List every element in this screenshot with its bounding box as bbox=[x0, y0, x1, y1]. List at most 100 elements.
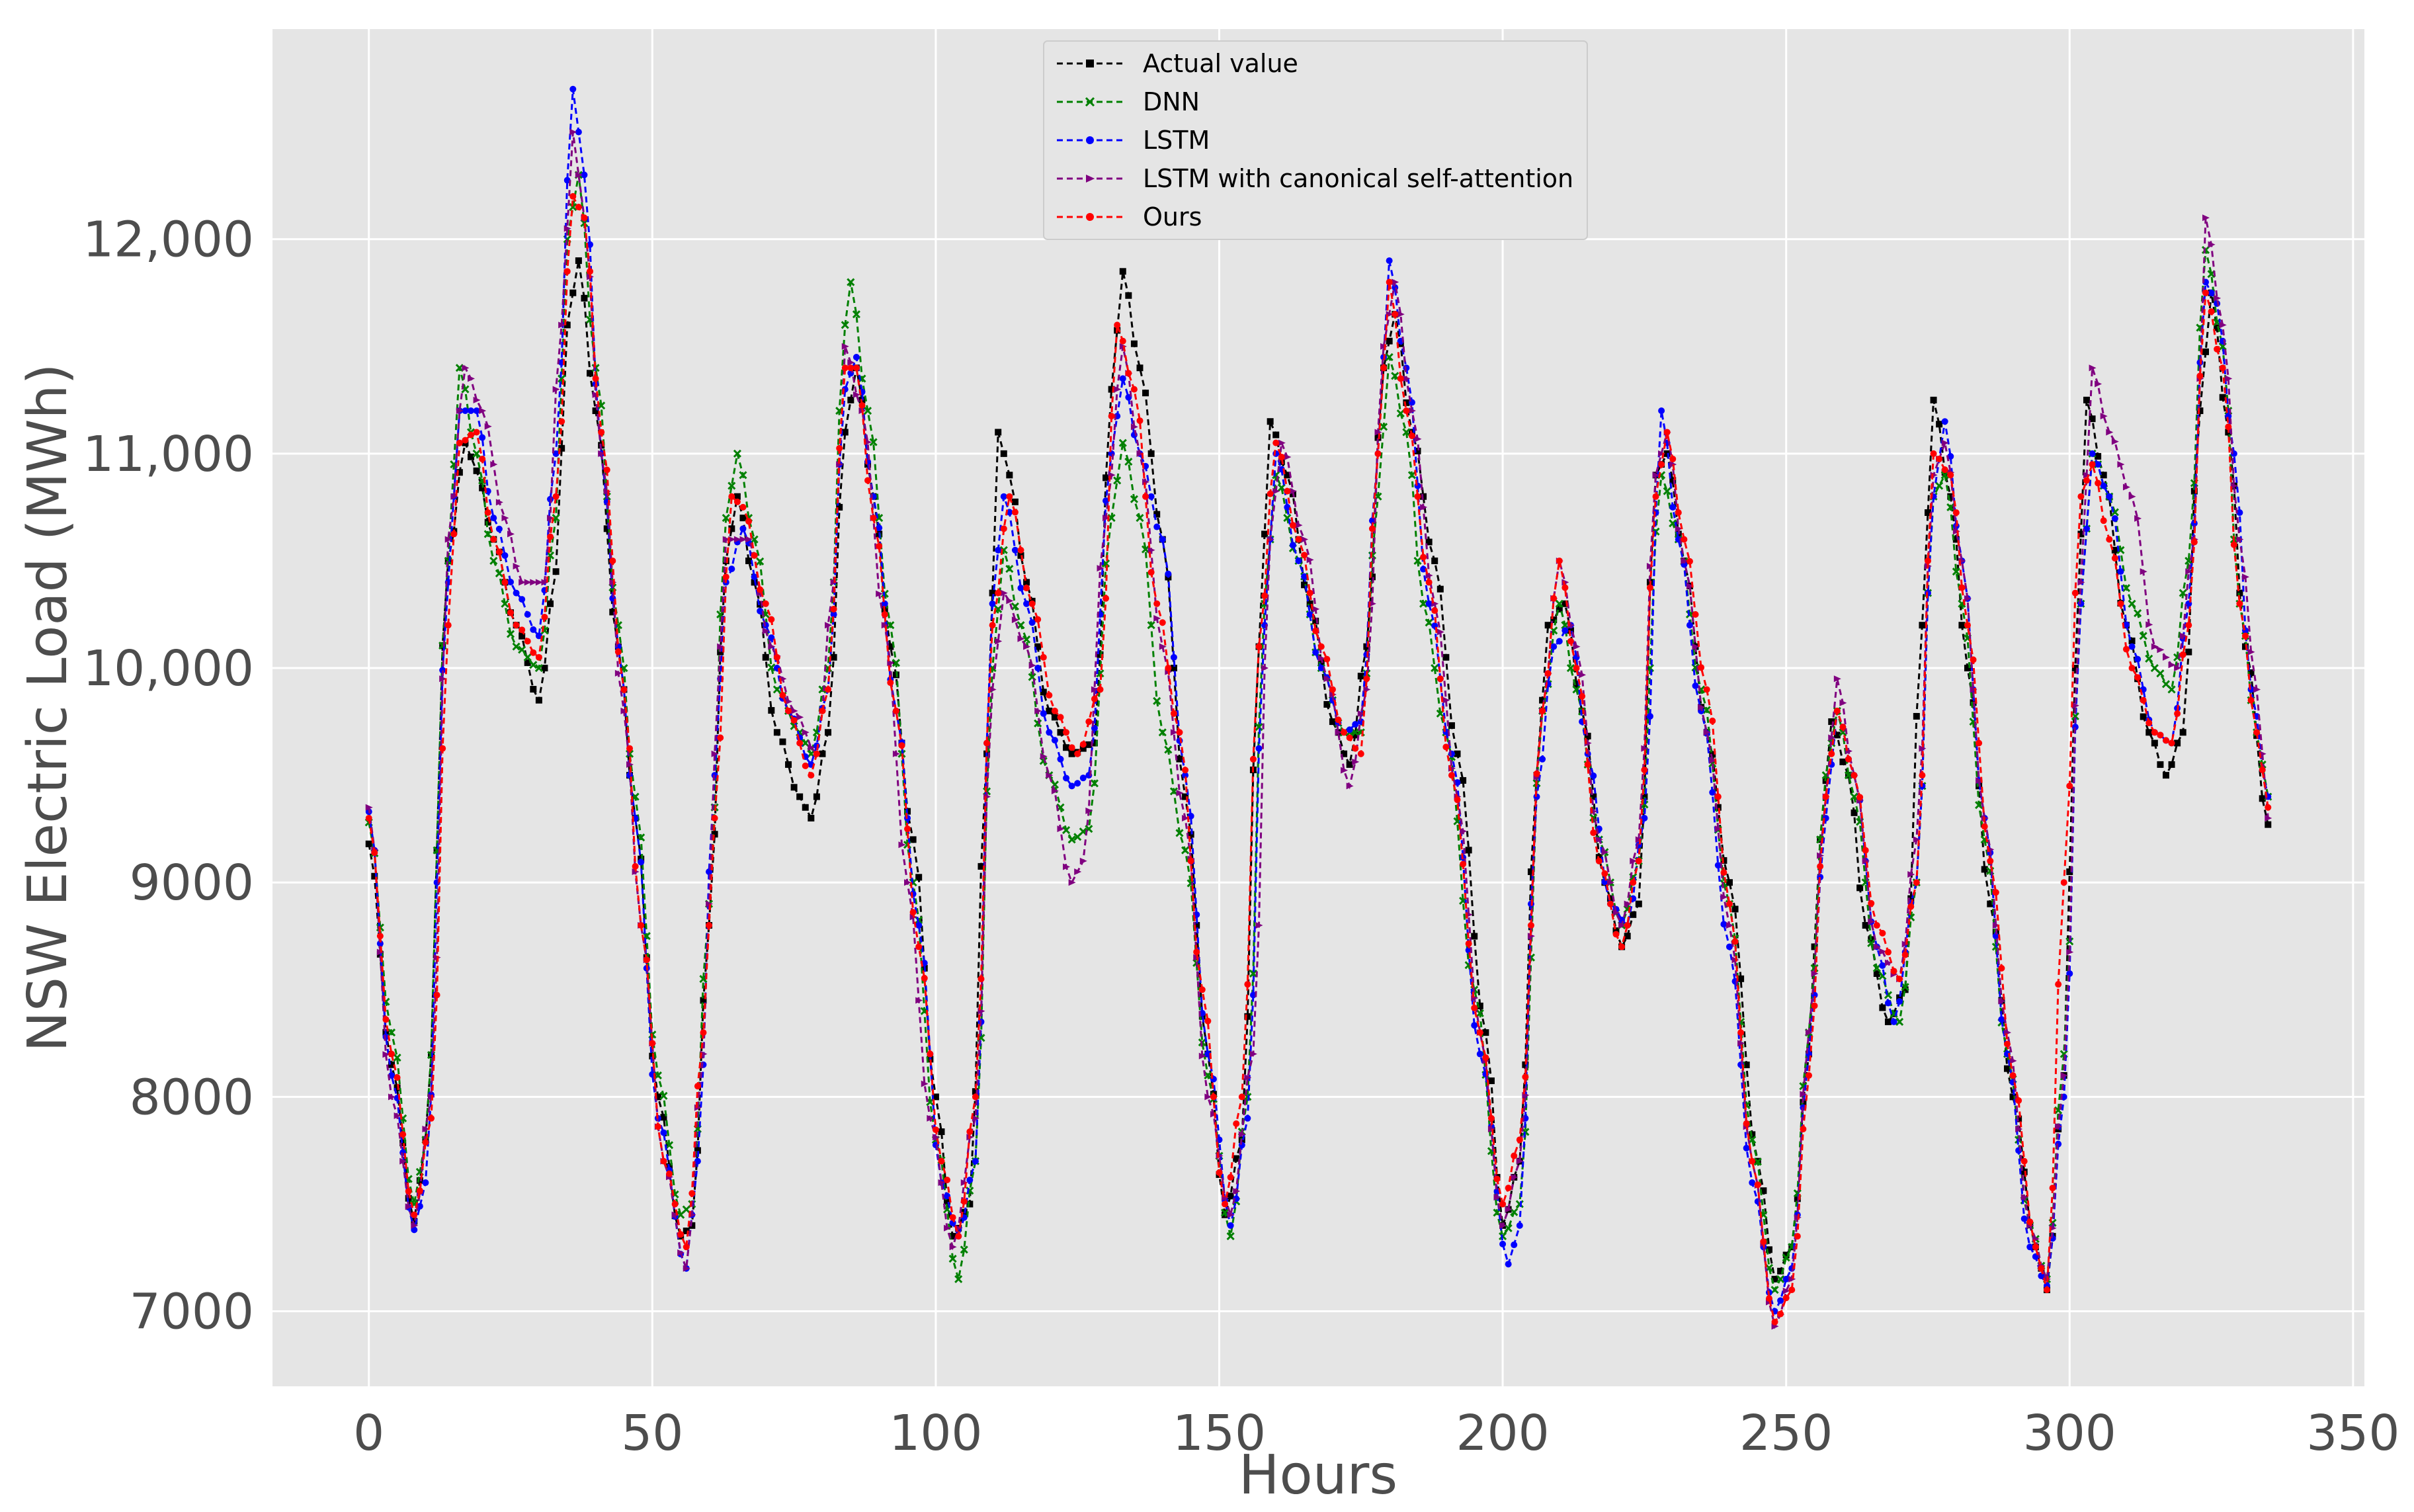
data-point bbox=[904, 825, 911, 833]
data-point bbox=[376, 933, 384, 940]
data-point bbox=[892, 707, 899, 714]
data-point bbox=[836, 444, 843, 452]
data-point bbox=[757, 607, 764, 614]
data-point bbox=[1061, 826, 1071, 835]
data-point bbox=[1641, 745, 1649, 752]
data-point bbox=[711, 750, 719, 757]
data-point bbox=[1278, 439, 1286, 446]
data-point bbox=[411, 1222, 419, 1229]
data-point bbox=[1890, 1018, 1897, 1025]
data-point bbox=[1175, 829, 1184, 837]
data-point bbox=[1187, 857, 1194, 864]
data-point bbox=[1884, 999, 1892, 1007]
data-point bbox=[960, 1198, 968, 1205]
data-point bbox=[2140, 568, 2147, 575]
series-ours bbox=[365, 192, 2272, 1325]
data-point bbox=[523, 653, 532, 661]
data-point bbox=[1987, 857, 1994, 864]
data-point bbox=[2106, 429, 2114, 436]
data-point bbox=[972, 1093, 979, 1101]
data-point bbox=[1884, 948, 1892, 956]
data-point bbox=[808, 814, 815, 821]
data-point bbox=[1165, 665, 1172, 672]
data-point bbox=[1385, 353, 1394, 362]
data-point bbox=[1612, 927, 1620, 935]
data-point bbox=[1992, 922, 2000, 929]
data-point bbox=[1544, 622, 1552, 629]
data-point bbox=[1890, 968, 1897, 975]
data-point bbox=[825, 686, 832, 693]
data-point bbox=[1119, 337, 1126, 345]
data-point bbox=[479, 455, 486, 462]
data-point bbox=[399, 1157, 407, 1165]
data-point bbox=[1777, 1310, 1784, 1318]
data-point bbox=[660, 1114, 667, 1121]
data-point bbox=[1091, 695, 1098, 702]
data-point bbox=[1368, 600, 1376, 607]
data-point bbox=[2122, 483, 2130, 491]
data-point bbox=[1113, 476, 1122, 485]
data-point bbox=[2122, 583, 2131, 593]
data-point bbox=[915, 874, 923, 881]
data-point bbox=[450, 493, 458, 500]
data-point bbox=[2077, 530, 2085, 538]
data-point bbox=[1249, 755, 1257, 763]
data-point bbox=[1499, 1240, 1507, 1247]
data-point bbox=[1272, 439, 1280, 446]
data-point bbox=[1895, 1017, 1904, 1026]
y-tick-label: 9000 bbox=[130, 855, 254, 911]
data-point bbox=[1255, 723, 1263, 732]
data-point bbox=[938, 1157, 945, 1165]
data-point bbox=[944, 1193, 951, 1200]
data-point bbox=[847, 278, 855, 286]
data-point bbox=[773, 653, 780, 661]
data-point bbox=[1749, 1179, 1756, 1187]
data-point bbox=[513, 622, 520, 629]
data-point bbox=[1896, 994, 1903, 1001]
data-point bbox=[739, 471, 747, 480]
data-point bbox=[1420, 554, 1427, 561]
data-point bbox=[2174, 710, 2181, 717]
data-point bbox=[2100, 413, 2108, 420]
data-point bbox=[598, 450, 606, 457]
data-point bbox=[2055, 1122, 2063, 1130]
data-point bbox=[1487, 1077, 1495, 1085]
data-point bbox=[2134, 655, 2142, 663]
data-point bbox=[869, 438, 878, 446]
legend-label: Actual value bbox=[1143, 49, 1298, 78]
data-point bbox=[581, 294, 588, 302]
data-point bbox=[733, 493, 741, 500]
data-point bbox=[2134, 515, 2142, 522]
data-point bbox=[995, 429, 1002, 436]
data-point bbox=[1709, 717, 1716, 724]
data-point bbox=[1419, 599, 1428, 608]
data-point bbox=[1079, 775, 1087, 782]
data-point bbox=[2151, 643, 2159, 650]
data-point bbox=[1720, 921, 1727, 928]
data-point bbox=[1646, 563, 1654, 570]
data-point bbox=[671, 1200, 679, 1208]
data-point bbox=[456, 407, 464, 415]
data-point bbox=[1193, 922, 1200, 929]
data-point bbox=[1249, 969, 1257, 978]
data-point bbox=[1788, 1275, 1796, 1282]
data-point bbox=[1817, 862, 1824, 870]
data-point bbox=[371, 849, 378, 857]
data-point bbox=[802, 804, 809, 811]
data-point bbox=[1641, 767, 1648, 774]
data-point bbox=[1278, 454, 1285, 461]
data-point bbox=[1907, 895, 1915, 902]
data-point bbox=[847, 364, 854, 372]
data-point bbox=[1539, 696, 1546, 704]
data-point bbox=[1765, 1246, 1772, 1253]
data-point bbox=[1940, 471, 1949, 480]
data-point bbox=[982, 787, 991, 796]
data-point bbox=[1782, 1287, 1790, 1294]
data-point bbox=[1941, 418, 1948, 425]
data-point bbox=[1839, 758, 1847, 765]
data-point bbox=[944, 1176, 951, 1183]
data-point bbox=[2168, 661, 2176, 669]
data-point bbox=[1028, 662, 1036, 669]
data-point bbox=[1573, 643, 1581, 650]
data-point bbox=[1414, 493, 1421, 500]
